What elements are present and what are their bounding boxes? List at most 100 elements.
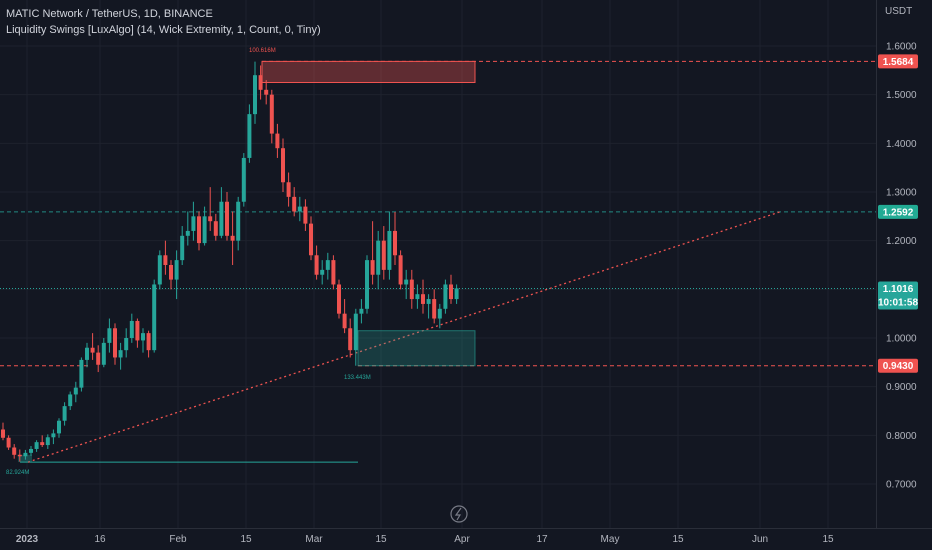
candle-body	[90, 347, 95, 353]
liquidity-zones	[18, 60, 476, 463]
candle-body	[370, 260, 375, 275]
left-count: 82.924M	[6, 470, 29, 476]
candle-body	[409, 279, 414, 300]
candle-body	[6, 437, 11, 448]
high-price-badge: 1.5684	[883, 57, 914, 68]
candle-body	[297, 206, 302, 212]
candle-body	[230, 235, 235, 241]
last-price-badge: 1.1016	[883, 284, 914, 295]
candle-body	[292, 196, 297, 212]
candle-body	[157, 255, 162, 285]
candle-body	[381, 240, 386, 270]
price-tick-label: 1.3000	[886, 188, 917, 199]
time-tick-label: 15	[375, 534, 387, 545]
candle-body	[51, 433, 56, 438]
candle-body	[281, 148, 285, 183]
symbol-title[interactable]: MATIC Network / TetherUS, 1D, BINANCE	[6, 8, 213, 20]
candle-body	[325, 260, 330, 270]
time-tick-label: Mar	[305, 534, 323, 545]
candle-body	[141, 333, 145, 341]
time-tick-label: 15	[822, 534, 834, 545]
candle-body	[45, 437, 50, 446]
price-tick-label: 1.2000	[886, 236, 917, 247]
time-tick-label: May	[601, 534, 620, 545]
replay-icon[interactable]	[450, 505, 468, 523]
trend-line	[27, 211, 781, 463]
candle-body	[185, 230, 190, 236]
candle-body	[34, 442, 39, 449]
candle-body	[40, 442, 45, 446]
candle-body	[85, 347, 89, 360]
candle-body	[62, 406, 67, 421]
indicator-title[interactable]: Liquidity Swings [LuxAlgo] (14, Wick Ext…	[6, 24, 321, 36]
price-tick-label: 0.8000	[886, 431, 917, 442]
candle-body	[258, 75, 263, 90]
candle-body	[247, 114, 252, 158]
candle-body	[365, 260, 369, 309]
candle-body	[320, 269, 325, 275]
candle-body	[96, 352, 101, 365]
candle-body	[1, 429, 5, 438]
candle-body	[163, 255, 168, 265]
time-axis[interactable]: 2023 16 Feb 15 Mar 15 Apr 17 May 15 Jun 15	[16, 534, 834, 545]
candle-body	[241, 157, 246, 202]
price-tick-label: 1.6000	[886, 42, 917, 53]
candle-body	[264, 89, 269, 95]
candle-body	[197, 216, 201, 244]
candle-body	[79, 359, 84, 388]
candle-body	[415, 294, 420, 300]
time-tick-label: Apr	[454, 534, 470, 545]
candle-body	[443, 284, 448, 309]
candle-body	[202, 216, 207, 244]
candle-body	[191, 216, 196, 231]
candle-body	[57, 420, 61, 434]
candle-body	[359, 308, 364, 314]
axis-unit: USDT	[885, 6, 913, 17]
candle-body	[180, 235, 185, 261]
high-liquidity-zone	[261, 60, 476, 83]
time-tick-label: Feb	[169, 534, 187, 545]
time-tick-label: 17	[536, 534, 548, 545]
candle-body	[12, 447, 17, 455]
candle-body	[353, 313, 358, 351]
low-price-badge-bg	[878, 358, 918, 373]
candle-body	[129, 320, 134, 338]
time-tick-label: Jun	[752, 534, 768, 545]
candle-body	[219, 201, 224, 236]
candle-body	[376, 240, 381, 275]
candle-body	[101, 342, 106, 365]
candle-body	[449, 284, 453, 300]
candles	[1, 61, 459, 462]
candle-body	[113, 328, 117, 358]
price-tick-label: 1.4000	[886, 139, 917, 150]
candle-body	[309, 223, 313, 256]
price-tick-label: 0.7000	[886, 480, 917, 491]
candle-body	[253, 75, 257, 115]
candle-body	[118, 350, 123, 358]
time-tick-label: 2023	[16, 534, 39, 545]
top-zone-count: 100.616M	[249, 48, 276, 54]
candle-body	[17, 454, 22, 457]
candle-body	[29, 448, 33, 453]
candle-body	[152, 284, 157, 351]
candle-body	[421, 294, 425, 304]
low-liquidity-zone	[357, 330, 476, 367]
mid-price-badge: 1.2592	[883, 207, 914, 218]
mid-price-badge-bg	[878, 204, 918, 219]
candle-body	[393, 230, 397, 256]
candle-body	[169, 265, 173, 280]
chart-header: MATIC Network / TetherUS, 1D, BINANCE Li…	[6, 6, 321, 38]
candle-body	[331, 260, 336, 285]
high-price-badge-bg	[878, 54, 918, 69]
candle-body	[432, 299, 437, 319]
candle-body	[236, 201, 241, 241]
last-price-badge-bg	[878, 281, 918, 310]
candle-body	[135, 320, 140, 341]
price-tick-label: 0.9000	[886, 382, 917, 393]
candle-body	[23, 452, 28, 457]
candle-body	[337, 284, 341, 314]
time-tick-label: 15	[672, 534, 684, 545]
price-tick-label: 1.5000	[886, 90, 917, 101]
candle-body	[107, 328, 112, 343]
